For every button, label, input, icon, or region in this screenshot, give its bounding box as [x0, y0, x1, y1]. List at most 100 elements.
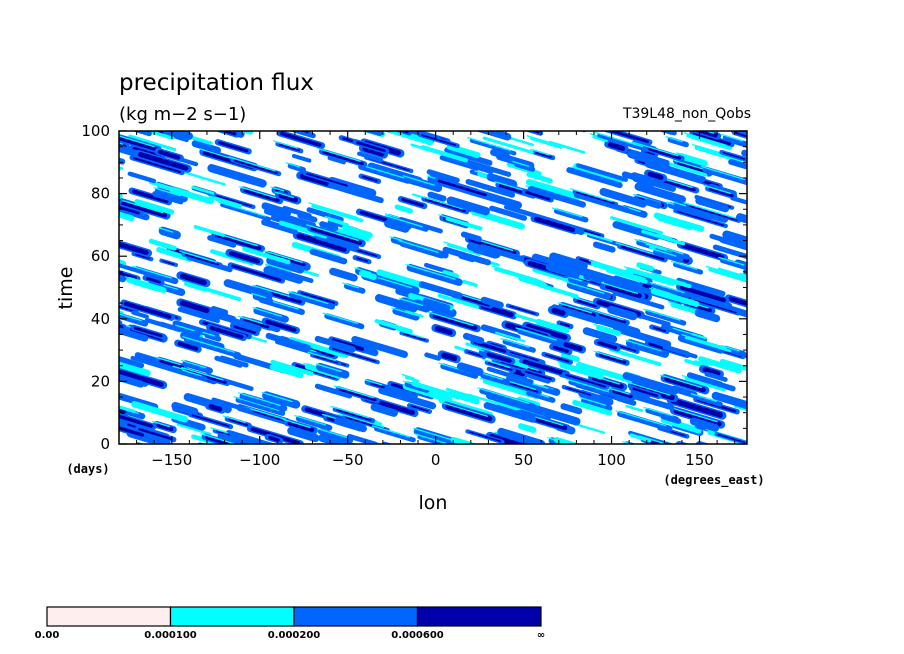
precip-streak-fringe: [74, 279, 95, 285]
precip-streak-core: [278, 193, 298, 203]
precip-streak-fringe: [238, 186, 277, 199]
precip-streak-core: [575, 191, 615, 205]
precip-streak-fringe: [287, 443, 290, 444]
precip-streak: [341, 224, 373, 239]
colorbar-swatch: [293, 606, 419, 627]
precip-streak-core: [468, 237, 517, 255]
precip-streak-fringe: [580, 306, 624, 321]
precip-streak-core: [278, 143, 300, 152]
precip-streak: [394, 204, 413, 214]
precip-streak-core: [635, 177, 653, 185]
precip-streak-fringe: [339, 413, 385, 428]
precip-streak: [459, 118, 492, 128]
precip-streak-core: [467, 351, 483, 357]
precip-streak-core: [336, 409, 372, 422]
precip-streak-core: [509, 378, 551, 392]
precip-streak-core: [671, 139, 686, 146]
precip-streak-core: [290, 428, 317, 441]
precip-streak: [766, 299, 783, 304]
precip-streak: [609, 347, 662, 367]
precip-streak-fringe: [263, 250, 303, 263]
precipitation-field: [69, 115, 791, 444]
precip-streak-core: [629, 341, 666, 356]
precip-streak: [605, 268, 648, 284]
precip-streak-core: [447, 149, 489, 164]
precip-streak-core: [322, 150, 364, 166]
precip-streak: [205, 287, 242, 302]
precip-streak: [270, 359, 314, 376]
precip-streak-core: [446, 248, 488, 264]
precip-streak-core: [693, 131, 718, 138]
precip-streak: [80, 295, 113, 305]
precip-streak-core: [634, 391, 647, 398]
precip-streak-core: [294, 131, 304, 133]
precip-streak-fringe: [652, 248, 677, 257]
colorbar-label: 0.00: [35, 630, 60, 641]
precip-streak-core: [584, 399, 609, 409]
precip-streak: [526, 171, 553, 184]
precip-streak-core: [430, 171, 457, 181]
precip-streak-core: [69, 393, 111, 406]
precip-streak-fringe: [182, 369, 202, 377]
precip-streak-core: [395, 309, 417, 319]
precip-streak-core: [185, 362, 210, 372]
precip-streak-fringe: [593, 350, 624, 361]
precip-streak-fringe: [324, 215, 344, 223]
precip-streak-core: [591, 375, 624, 389]
precip-streak-fringe: [486, 115, 537, 130]
precip-streak: [374, 318, 413, 334]
precip-streak-core: [458, 158, 508, 175]
precip-streak-core: [119, 305, 136, 313]
precip-streak-fringe: [333, 385, 374, 399]
precip-streak-fringe: [588, 259, 640, 277]
precip-streak-core: [295, 155, 309, 161]
precip-streak: [73, 362, 110, 373]
precip-streak-fringe: [228, 156, 276, 172]
precip-streak-core: [417, 429, 459, 444]
precip-streak-core: [679, 279, 723, 295]
precip-streak: [693, 360, 709, 369]
precip-streak: [437, 293, 479, 309]
precip-streak-fringe: [625, 339, 662, 352]
precip-streak-core: [381, 389, 433, 408]
precip-streak-fringe: [643, 308, 681, 321]
precip-streak: [663, 160, 708, 177]
precip-streak: [677, 152, 708, 167]
precip-streak: [762, 325, 791, 334]
precip-streak-core: [119, 159, 122, 163]
precip-streak-core: [158, 149, 181, 160]
precip-streak-core: [619, 398, 633, 404]
precip-streak-core: [473, 140, 514, 154]
precip-streak-core: [535, 151, 552, 159]
precip-streak-core: [717, 433, 746, 444]
precip-streak-core: [466, 334, 481, 342]
colorbar-swatch: [46, 606, 172, 627]
precip-streak-core: [579, 268, 625, 286]
precip-streak-core: [744, 275, 747, 279]
precip-streak-core: [531, 188, 583, 206]
precip-streak-core: [360, 153, 380, 161]
y-tick-label: 80: [91, 185, 110, 203]
precip-streak-core: [597, 341, 618, 350]
precip-streak: [445, 216, 483, 231]
precip-streak-fringe: [739, 272, 747, 277]
precip-streak-core: [480, 131, 508, 139]
precip-streak-core: [627, 443, 632, 444]
colorbar-swatch: [169, 606, 295, 627]
precip-streak: [404, 376, 420, 383]
precip-streak-core: [596, 243, 613, 251]
precip-streak: [119, 166, 122, 172]
precip-streak-core: [228, 250, 261, 264]
precip-streak-core: [632, 387, 658, 397]
colorbar: 0.00 0.000100 0.000200 0.000600 ∞: [35, 606, 545, 641]
precip-streak: [759, 142, 787, 150]
precip-streak-core: [647, 171, 664, 180]
precip-streak: [684, 377, 726, 392]
precip-streak: [576, 361, 634, 384]
precip-streak-fringe: [593, 323, 615, 332]
precip-streak: [518, 275, 548, 289]
precip-streak: [442, 270, 460, 279]
precip-streak-core: [362, 175, 378, 182]
precip-streak-core: [461, 119, 490, 128]
precip-streak-core: [223, 357, 246, 366]
